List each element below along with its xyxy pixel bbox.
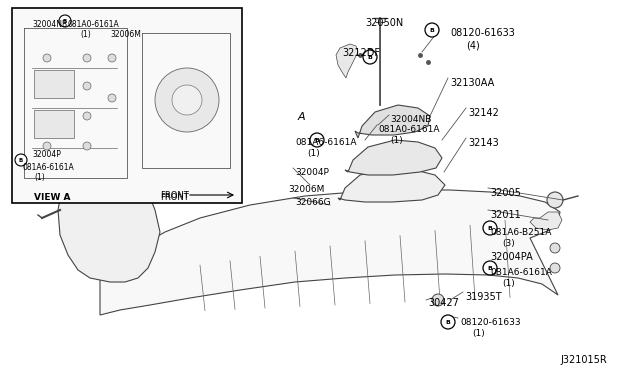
- Circle shape: [59, 15, 71, 27]
- Circle shape: [483, 261, 497, 275]
- Text: 31935T: 31935T: [465, 292, 502, 302]
- Polygon shape: [530, 212, 562, 230]
- Circle shape: [43, 142, 51, 150]
- Circle shape: [83, 142, 91, 150]
- Text: B: B: [429, 28, 435, 32]
- Polygon shape: [336, 44, 358, 78]
- Circle shape: [483, 221, 497, 235]
- Circle shape: [15, 154, 27, 166]
- Text: 32066G: 32066G: [295, 198, 331, 207]
- Circle shape: [443, 317, 453, 327]
- Text: FRONT: FRONT: [160, 191, 189, 200]
- Polygon shape: [100, 190, 560, 315]
- Text: 32004PA: 32004PA: [490, 252, 532, 262]
- Polygon shape: [355, 105, 430, 138]
- Text: 32006M: 32006M: [110, 30, 141, 39]
- Text: B: B: [488, 266, 492, 270]
- Circle shape: [172, 85, 202, 115]
- Text: 08120-61633: 08120-61633: [450, 28, 515, 38]
- Circle shape: [43, 82, 51, 90]
- Circle shape: [43, 112, 51, 120]
- Text: 32011: 32011: [490, 210, 521, 220]
- Text: 32004NB: 32004NB: [32, 20, 67, 29]
- Text: B: B: [63, 19, 67, 23]
- Circle shape: [83, 82, 91, 90]
- Circle shape: [547, 192, 563, 208]
- Circle shape: [108, 54, 116, 62]
- Text: (1): (1): [502, 279, 515, 288]
- Bar: [34, 110, 74, 138]
- Text: 32005: 32005: [490, 188, 521, 198]
- Text: B: B: [445, 320, 451, 324]
- Text: 32143: 32143: [468, 138, 499, 148]
- Text: (1): (1): [307, 149, 320, 158]
- Circle shape: [83, 112, 91, 120]
- Text: (4): (4): [466, 40, 480, 50]
- Text: 30427: 30427: [428, 298, 459, 308]
- Polygon shape: [338, 168, 445, 202]
- Circle shape: [108, 94, 116, 102]
- Text: (1): (1): [472, 329, 484, 338]
- Circle shape: [432, 294, 444, 306]
- Text: 32004NB: 32004NB: [390, 115, 431, 124]
- Text: (1): (1): [390, 136, 403, 145]
- Text: A: A: [298, 112, 306, 122]
- Text: 32004P: 32004P: [32, 150, 61, 159]
- Text: 081A6-6161A: 081A6-6161A: [22, 163, 74, 172]
- Bar: [34, 70, 74, 98]
- Circle shape: [441, 315, 455, 329]
- Text: 32006M: 32006M: [288, 185, 324, 194]
- Circle shape: [310, 133, 324, 147]
- Circle shape: [363, 50, 377, 64]
- Text: 32130AA: 32130AA: [450, 78, 494, 88]
- Polygon shape: [58, 158, 160, 282]
- Text: 081A0-6161A: 081A0-6161A: [378, 125, 440, 134]
- Circle shape: [550, 263, 560, 273]
- Bar: [12, 8, 242, 203]
- Circle shape: [83, 54, 91, 62]
- Text: J321015R: J321015R: [560, 355, 607, 365]
- Text: B: B: [315, 138, 319, 142]
- Text: (1): (1): [80, 30, 91, 39]
- Text: VIEW A: VIEW A: [34, 193, 70, 202]
- Circle shape: [43, 54, 51, 62]
- Text: 0B1A6-6161A: 0B1A6-6161A: [490, 268, 552, 277]
- Polygon shape: [345, 140, 442, 175]
- Text: B: B: [488, 225, 492, 231]
- Circle shape: [155, 68, 219, 132]
- Text: 32004P: 32004P: [295, 168, 329, 177]
- Text: B: B: [19, 157, 23, 163]
- Text: 32050N: 32050N: [365, 18, 403, 28]
- Text: 3212DF: 3212DF: [342, 48, 380, 58]
- Text: (1): (1): [34, 173, 45, 182]
- Text: 32142: 32142: [468, 108, 499, 118]
- Text: FRONT: FRONT: [160, 193, 189, 202]
- Text: B: B: [367, 55, 372, 60]
- Circle shape: [550, 243, 560, 253]
- Circle shape: [425, 23, 439, 37]
- Text: 081A6-B251A: 081A6-B251A: [490, 228, 552, 237]
- Text: 081A0-6161A: 081A0-6161A: [67, 20, 119, 29]
- Text: (3): (3): [502, 239, 515, 248]
- Text: 08120-61633: 08120-61633: [460, 318, 520, 327]
- Text: 081A6-6161A: 081A6-6161A: [295, 138, 356, 147]
